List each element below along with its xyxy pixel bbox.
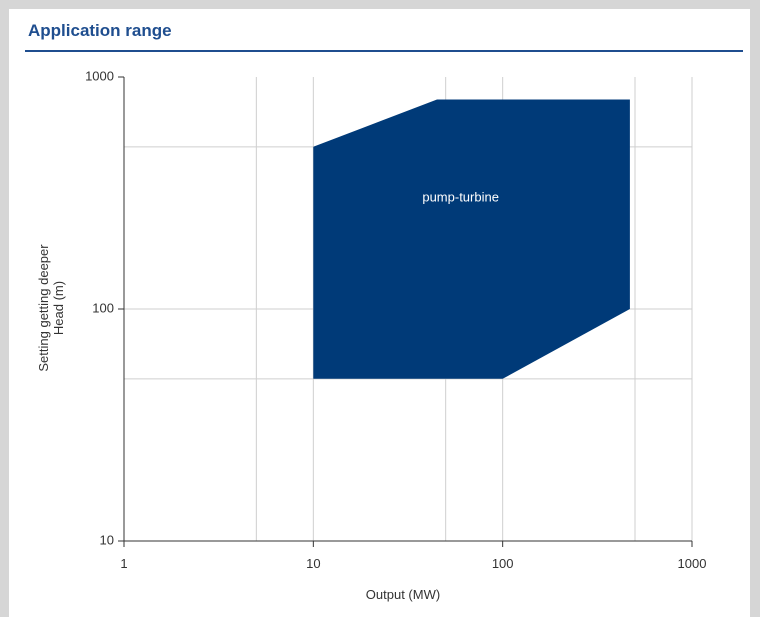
y-tick-label: 10 <box>100 532 114 547</box>
region-layer <box>313 99 630 379</box>
y-tick-label: 100 <box>92 300 114 315</box>
region-label: pump-turbine <box>422 190 499 205</box>
y-axis-label: Setting getting deeperHead (m) <box>36 244 66 372</box>
chart-title: Application range <box>28 21 172 40</box>
y-axis-label-line: Setting getting deeper <box>36 244 51 372</box>
region-pump-turbine <box>313 99 630 379</box>
x-axis-label: Output (MW) <box>366 587 440 602</box>
label-layer: pump-turbine 1 10 100 1000 10 100 1000 Output (M… <box>36 68 706 602</box>
y-tick-label: 1000 <box>85 68 114 83</box>
x-tick-label: 100 <box>492 556 514 571</box>
x-tick-label: 1 <box>120 556 127 571</box>
y-axis-label-line: Head (m) <box>51 281 66 335</box>
axis-layer <box>118 76 693 547</box>
x-tick-label: 10 <box>306 556 320 571</box>
x-tick-label: 1000 <box>678 556 707 571</box>
title-divider <box>25 50 743 52</box>
